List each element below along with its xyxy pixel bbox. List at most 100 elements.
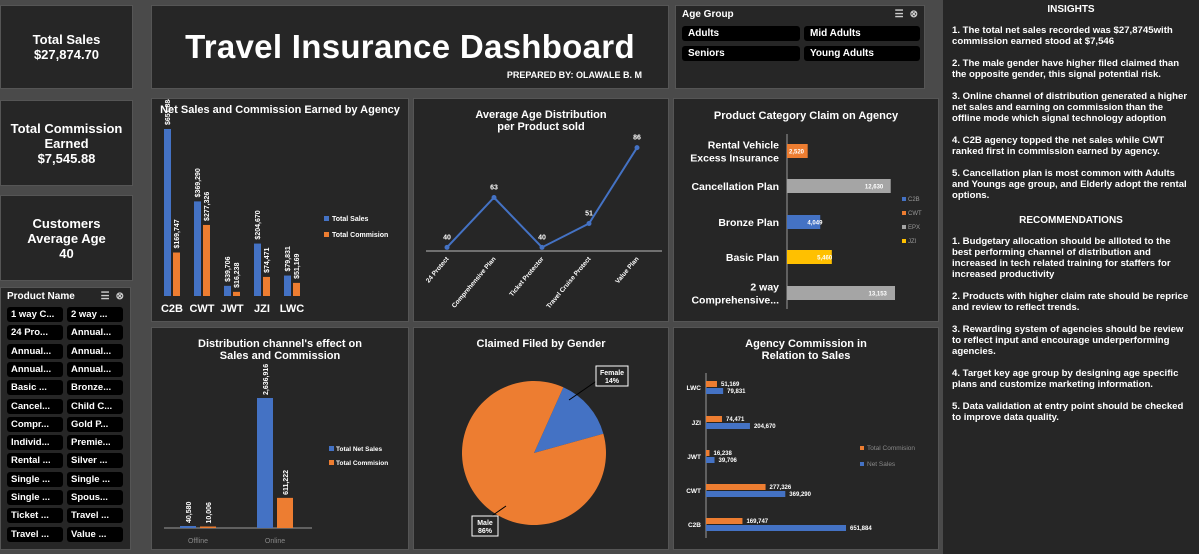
legend-entry: C2B (908, 197, 920, 203)
legend-entry: Net Sales (867, 461, 896, 468)
data-label: 10,006 (206, 502, 213, 524)
data-label: 12,630 (865, 185, 884, 191)
bar (706, 525, 846, 531)
data-label: 2,636,916 (263, 364, 270, 395)
chart-title: Product Category Claim on Agency (713, 110, 899, 122)
kpi-average-age-label: Customers Average Age (27, 215, 106, 246)
product-slicer-item[interactable]: Value ... (67, 526, 123, 542)
product-slicer-item[interactable]: Compr... (7, 416, 63, 432)
clear-filter-icon[interactable]: ⊗ (115, 291, 124, 302)
product-slicer-item[interactable]: Spous... (67, 490, 123, 505)
product-slicer-item[interactable]: Single ... (7, 471, 63, 487)
product-slicer-item[interactable]: Annual... (67, 343, 123, 359)
chart-title: Agency Commission in Relation to Sales (745, 338, 867, 362)
insight-item: 5. Cancellation plan is most common with… (952, 168, 1187, 201)
age-group-slicer-title: Age Group (682, 9, 734, 20)
product-slicer-item[interactable]: Annual... (7, 343, 63, 359)
product-slicer-item[interactable]: Individ... (7, 435, 63, 451)
product-slicer-item[interactable]: Rental ... (7, 453, 63, 469)
age-slicer-item[interactable]: Mid Adults (804, 26, 920, 41)
product-slicer-item[interactable]: Bronze... (67, 380, 123, 396)
bar (706, 423, 750, 429)
age-slicer-item[interactable]: Adults (682, 26, 800, 41)
product-slicer-title: Product Name (7, 291, 75, 302)
bar (173, 252, 180, 296)
bar (706, 388, 724, 394)
bar (706, 416, 722, 422)
tick-label: Excess Insurance (690, 153, 779, 165)
multi-select-icon[interactable]: ☰ (894, 9, 904, 20)
kpi-total-sales-value: $27,874.70 (33, 47, 100, 62)
bar (293, 282, 300, 296)
kpi-total-sales: Total Sales $27,874.70 (0, 5, 133, 89)
legend-swatch (902, 239, 906, 243)
data-label: 86 (633, 135, 641, 142)
bar (787, 286, 895, 300)
kpi-total-commission-label: Total Commission Earned (10, 120, 123, 151)
series-line (446, 147, 638, 249)
age-slicer-item[interactable]: Seniors (682, 46, 800, 61)
data-label: 369,290 (789, 492, 811, 498)
slice-name: Male (477, 520, 493, 527)
bar (284, 275, 291, 296)
data-label: $369,290 (195, 168, 202, 197)
tick-label: Basic Plan (726, 252, 779, 264)
product-slicer-item[interactable]: Gold P... (67, 416, 123, 432)
product-slicer-item[interactable]: Basic ... (7, 380, 63, 396)
legend-swatch (329, 460, 334, 465)
bar (200, 526, 216, 528)
pie-slice (462, 381, 606, 525)
tick-label: LWC (687, 385, 702, 392)
data-label: $169,747 (174, 219, 181, 248)
legend-entry: Total Sales (332, 216, 369, 223)
product-slicer-item[interactable]: Child C... (67, 398, 123, 414)
chart-title: Distribution channel's effect on Sales a… (198, 338, 362, 362)
product-slicer-item[interactable]: Travel ... (7, 526, 63, 542)
bar (706, 457, 715, 463)
product-slicer-item[interactable]: 1 way C... (7, 307, 63, 322)
clear-filter-icon[interactable]: ⊗ (909, 9, 918, 20)
data-label: 651,884 (850, 526, 872, 532)
recommendation-item: 4. Target key age group by designing age… (952, 368, 1179, 390)
slice-label: 86% (478, 528, 493, 535)
product-slicer-item[interactable]: Cancel... (7, 398, 63, 414)
product-slicer-item[interactable]: Annual... (7, 361, 63, 377)
multi-select-icon[interactable]: ☰ (100, 291, 110, 302)
product-slicer-item[interactable]: Annual... (67, 361, 123, 377)
pie-slice (534, 387, 604, 453)
product-slicer-item[interactable]: Single ... (7, 490, 63, 505)
legend-swatch (902, 225, 906, 229)
kpi-total-sales-label: Total Sales (32, 32, 101, 47)
tick-label: JWT (220, 303, 244, 315)
tick-label: Comprehensive... (691, 295, 779, 307)
product-slicer-item[interactable]: Silver ... (67, 453, 123, 469)
product-slicer-item[interactable]: Annual... (67, 325, 123, 341)
data-label: $51,169 (294, 253, 301, 278)
bar (233, 291, 240, 296)
tick-label: JZI (254, 303, 270, 315)
product-slicer-item[interactable]: 24 Pro... (7, 325, 63, 341)
data-label: 611,222 (283, 470, 290, 495)
data-label: $651,884 (165, 99, 172, 125)
legend-entry: Total Commision (867, 445, 915, 452)
bar (254, 243, 261, 296)
insight-item: 3. Online channel of distribution genera… (952, 91, 1188, 124)
insights-panel: INSIGHTS 1. The total net sales recorded… (943, 0, 1199, 554)
bar (706, 381, 717, 387)
product-slicer-header: Product Name ☰ ⊗ (1, 288, 130, 305)
tick-label: Comprehensive Plan (451, 256, 498, 310)
product-slicer-item[interactable]: Premie... (67, 435, 123, 451)
product-slicer-item[interactable]: Travel ... (67, 508, 123, 524)
callout-line (568, 379, 599, 401)
insight-item: 1. The total net sales recorded was $27,… (952, 25, 1173, 47)
recommendation-item: 5. Data validation at entry point should… (952, 401, 1184, 423)
age-slicer-item[interactable]: Young Adults (804, 46, 920, 61)
tick-label: Bronze Plan (718, 217, 779, 229)
legend-swatch (860, 462, 864, 466)
data-label: 4,049 (807, 221, 823, 227)
chart-agency-sales: Net Sales and Commission Earned by Agenc… (151, 98, 409, 322)
product-slicer-item[interactable]: Single ... (67, 471, 123, 487)
product-slicer-item[interactable]: Ticket ... (7, 508, 63, 524)
product-slicer-item[interactable]: 2 way ... (67, 307, 123, 322)
data-point (634, 145, 640, 151)
